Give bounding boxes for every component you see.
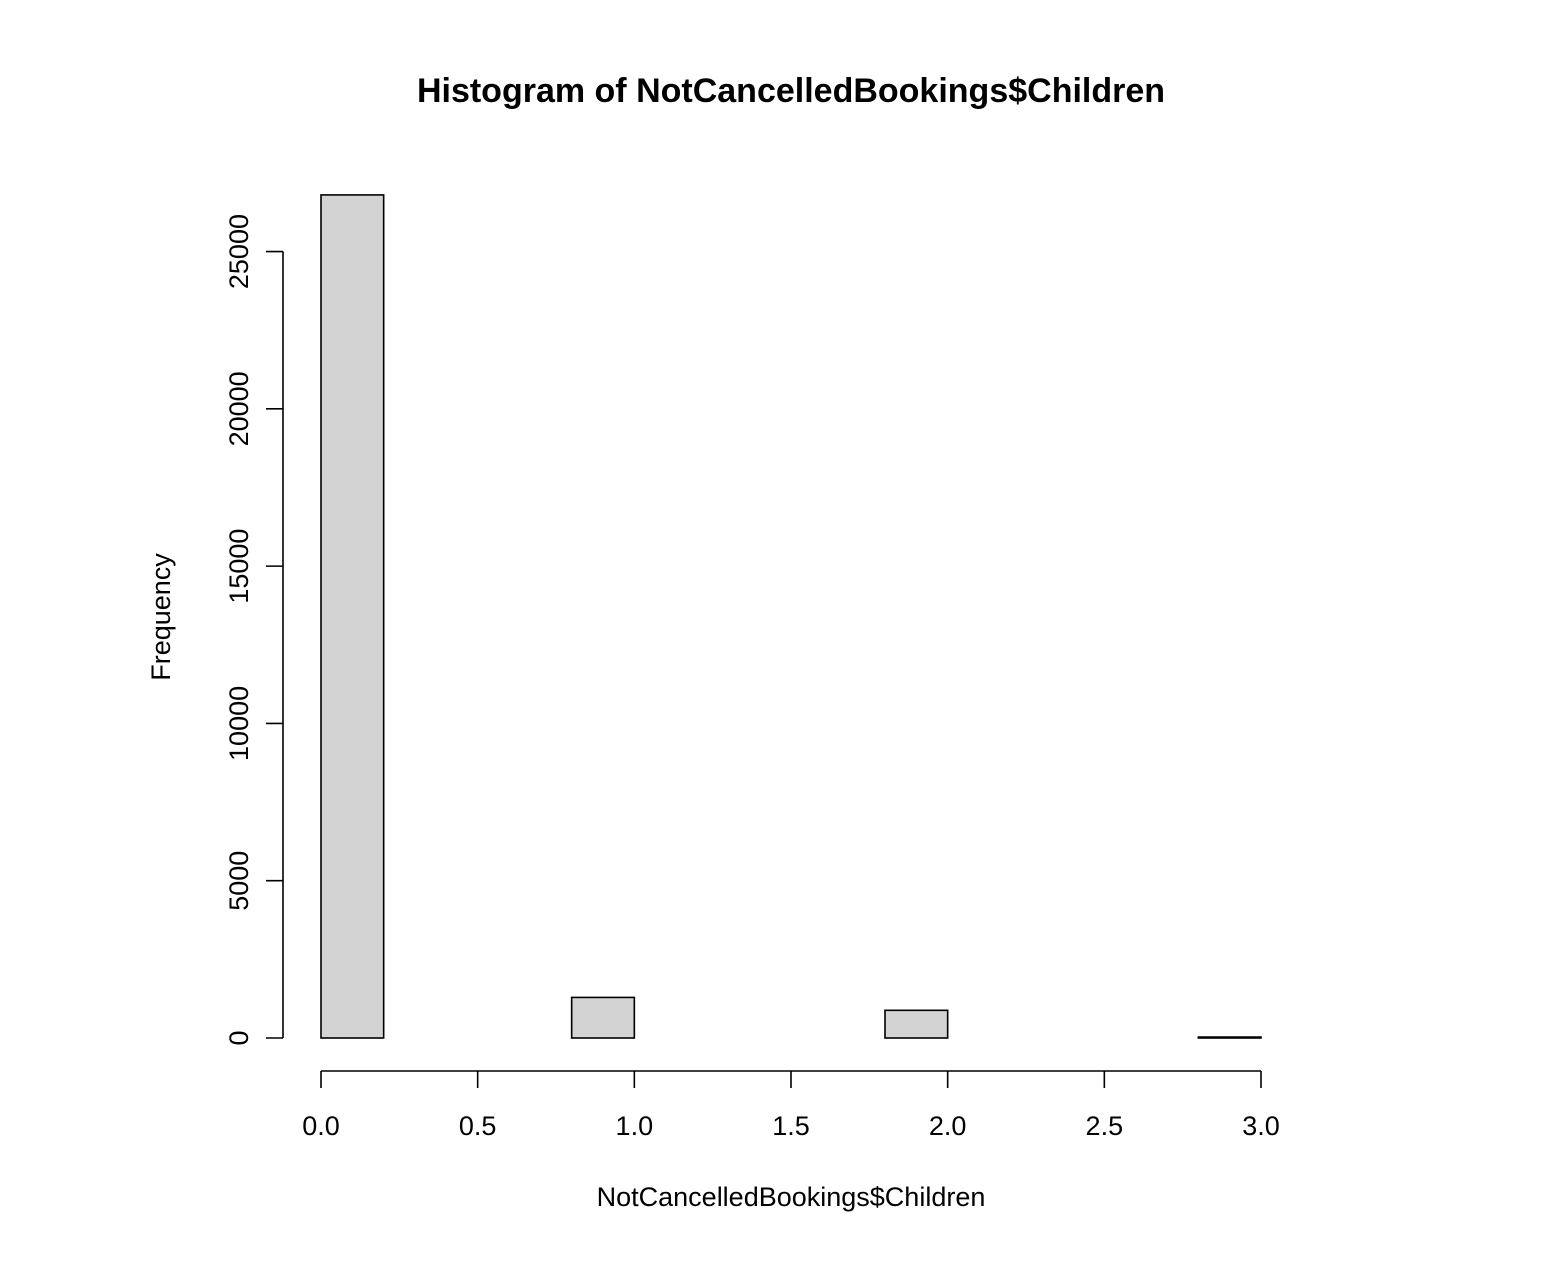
histogram-bar xyxy=(1197,1036,1262,1039)
histogram-bars xyxy=(320,194,1262,1039)
y-axis: 0 5000 10000 15000 20000 25000 xyxy=(224,214,284,1046)
y-tick-label: 25000 xyxy=(224,214,254,289)
y-tick-label: 5000 xyxy=(224,851,254,911)
y-tick-label: 20000 xyxy=(224,371,254,446)
x-tick-label: 3.0 xyxy=(1242,1111,1280,1141)
x-tick-label: 0.5 xyxy=(459,1111,497,1141)
x-axis: 0.0 0.5 1.0 1.5 2.0 2.5 3.0 xyxy=(302,1070,1280,1141)
x-tick-label: 2.5 xyxy=(1086,1111,1124,1141)
x-tick-label: 2.0 xyxy=(929,1111,967,1141)
chart-title: Histogram of NotCancelledBookings$Childr… xyxy=(417,72,1165,110)
y-tick-label: 10000 xyxy=(224,686,254,761)
x-tick-label: 0.0 xyxy=(302,1111,340,1141)
x-tick-label: 1.0 xyxy=(616,1111,654,1141)
x-axis-title: NotCancelledBookings$Children xyxy=(597,1182,986,1212)
histogram-bar xyxy=(570,996,636,1039)
x-tick-label: 1.5 xyxy=(772,1111,810,1141)
y-tick-label: 0 xyxy=(224,1030,254,1045)
histogram-bar xyxy=(884,1009,949,1039)
histogram-bar xyxy=(320,194,385,1039)
y-tick-label: 15000 xyxy=(224,529,254,604)
y-axis-title: Frequency xyxy=(146,553,176,681)
